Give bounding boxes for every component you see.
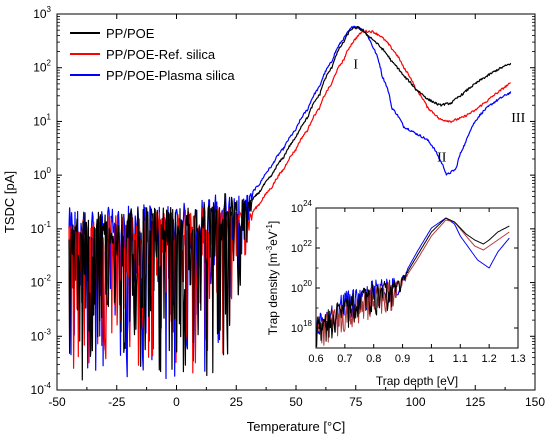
- main-y-tick-label: 10-2: [31, 274, 52, 290]
- main-y-tick-exp: -4: [44, 381, 52, 390]
- inset-x-tick-label: 1.2: [481, 353, 496, 365]
- main-y-tick-label: 100: [33, 166, 51, 182]
- main-y-tick-label: 10-1: [31, 220, 52, 236]
- main-x-axis-label: Temperature [°C]: [247, 419, 345, 434]
- main-y-tick-label: 10-3: [31, 327, 52, 343]
- inset-series-line-0: [315, 217, 510, 348]
- main-x-tick-label: -50: [48, 395, 66, 409]
- inset-y-tick-exp: 24: [303, 199, 312, 208]
- main-y-tick-exp: -2: [44, 274, 52, 283]
- inset-background: [316, 208, 518, 348]
- inset-y-axis-label: Trap density [m-3eV-1]: [265, 221, 280, 336]
- legend-label-ref-silica: PP/POE-Ref. silica: [106, 47, 216, 62]
- inset-y-tick-base: 10: [291, 323, 303, 335]
- inset-y-tick-base: 10: [291, 283, 303, 295]
- inset-y-tick-base: 10: [291, 243, 303, 255]
- main-series-line-0: [68, 25, 512, 381]
- main-x-tick-label: -25: [108, 395, 126, 409]
- peak-label-i: I: [353, 57, 358, 72]
- inset-y-tick-label: 1018: [291, 319, 313, 335]
- main-y-tick-base: 10: [33, 61, 47, 75]
- inset-y-tick-exp: 20: [303, 279, 312, 288]
- main-y-tick-exp: 0: [47, 166, 52, 175]
- main-y-tick-exp: -1: [44, 220, 52, 229]
- main-y-tick-label: 103: [33, 5, 51, 21]
- inset-y-tick-base: 10: [291, 203, 303, 215]
- inset-x-tick-label: 0.9: [395, 353, 410, 365]
- inset-y-tick-exp: 22: [303, 239, 312, 248]
- peak-label-ii: II: [437, 151, 447, 166]
- inset-x-tick-label: 1: [428, 353, 434, 365]
- main-y-tick-base: 10: [31, 222, 45, 236]
- inset-y-label-main: Trap density [m: [266, 253, 280, 335]
- inset-x-tick-label: 1.3: [510, 353, 525, 365]
- main-y-tick-base: 10: [31, 383, 45, 397]
- legend-label-pp-poe: PP/POE: [106, 26, 155, 41]
- main-y-tick-label: 101: [33, 112, 51, 128]
- inset-series-group: [315, 217, 510, 348]
- main-series-group: [68, 25, 512, 381]
- inset-y-tick-label: 1020: [291, 279, 313, 295]
- main-x-tick-label: 0: [173, 395, 180, 409]
- main-y-tick-exp: 2: [47, 59, 52, 68]
- main-y-tick-exp: -3: [44, 327, 52, 336]
- inset-y-label-end: ]: [266, 221, 280, 224]
- main-x-tick-label: 75: [349, 395, 363, 409]
- main-y-tick-exp: 1: [47, 112, 52, 121]
- main-y-tick-base: 10: [31, 329, 45, 343]
- main-x-tick-label: 50: [289, 395, 303, 409]
- inset-x-tick-label: 0.8: [366, 353, 381, 365]
- peak-label-iii: III: [511, 111, 525, 126]
- legend: PP/POE PP/POE-Ref. silica PP/POE-Plasma …: [70, 26, 235, 83]
- main-series-line-2: [68, 25, 512, 380]
- inset-y-label-sup2: -1: [265, 224, 274, 232]
- inset-plot-frame: [315, 207, 519, 349]
- inset-x-tick-label: 1.1: [453, 353, 468, 365]
- main-y-tick-base: 10: [33, 168, 47, 182]
- inset-x-ticks: 0.6 0.7 0.8 0.9 1 1.1 1.2 1.3: [308, 208, 526, 365]
- main-x-tick-label: 150: [525, 395, 545, 409]
- main-x-tick-label: 125: [465, 395, 485, 409]
- legend-label-plasma-silica: PP/POE-Plasma silica: [106, 68, 235, 83]
- inset-y-tick-label: 1022: [291, 239, 313, 255]
- main-y-tick-label: 10-4: [31, 381, 52, 397]
- main-y-tick-base: 10: [33, 114, 47, 128]
- main-y-axis-label: TSDC [pA]: [2, 171, 17, 233]
- main-y-tick-label: 102: [33, 59, 51, 75]
- main-y-tick-base: 10: [31, 276, 45, 290]
- inset-x-tick-label: 0.7: [337, 353, 352, 365]
- main-x-tick-label: 100: [405, 395, 425, 409]
- inset-y-label-mid: eV: [266, 231, 280, 246]
- inset-y-tick-exp: 18: [303, 319, 312, 328]
- main-x-tick-label: 25: [230, 395, 244, 409]
- main-y-tick-base: 10: [33, 7, 47, 21]
- inset-x-tick-label: 0.6: [308, 353, 323, 365]
- main-x-ticks: -50 -25 0 25 50 75 100 125 150: [48, 14, 545, 409]
- inset-series-line-2: [315, 217, 510, 344]
- main-y-tick-exp: 3: [47, 5, 52, 14]
- inset-y-tick-label: 1024: [291, 199, 313, 215]
- main-series-line-1: [68, 29, 511, 374]
- inset-x-axis-label: Trap depth [eV]: [376, 374, 458, 388]
- inset-y-label-sup1: -3: [265, 245, 274, 253]
